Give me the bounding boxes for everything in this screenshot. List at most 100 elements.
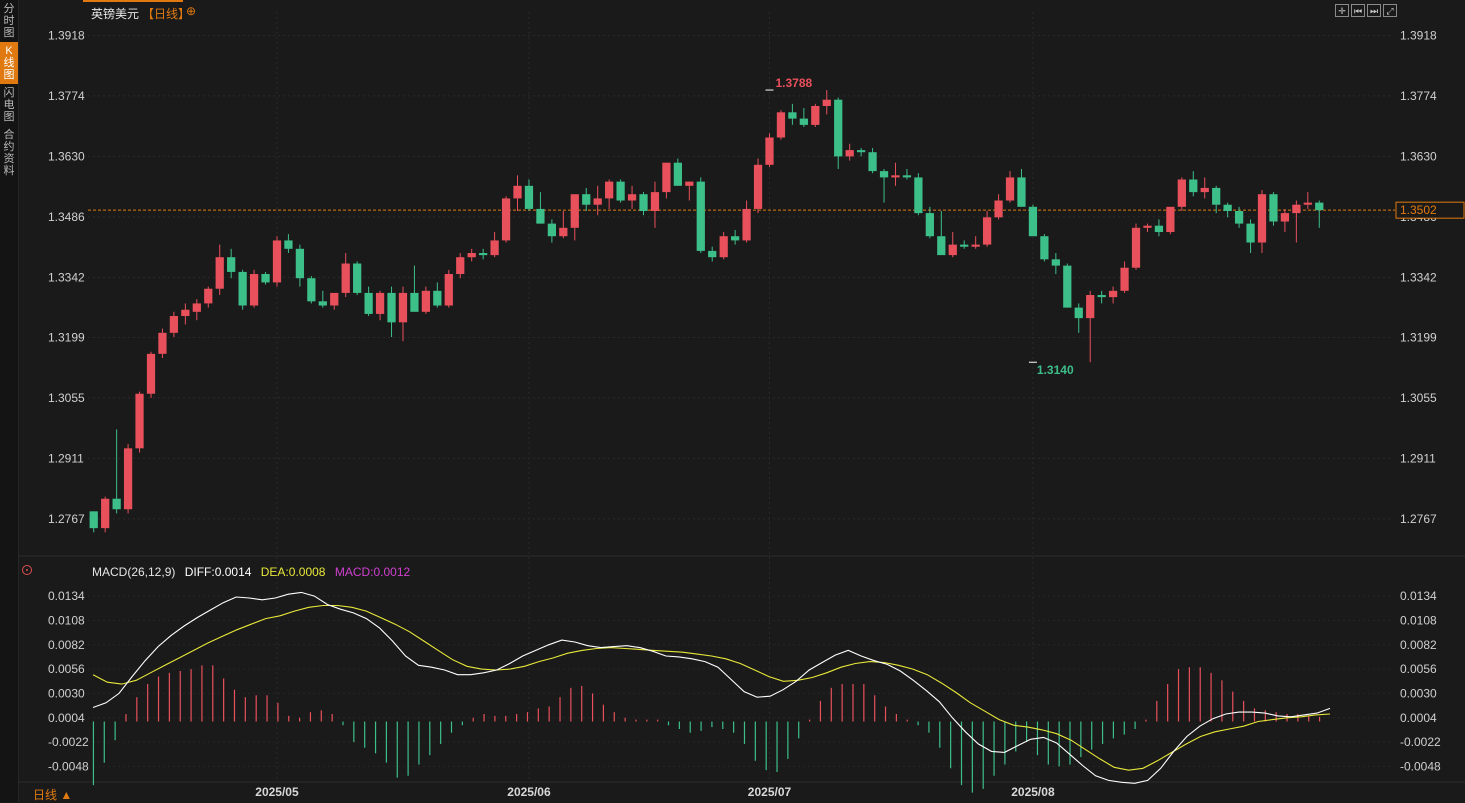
candle-body (467, 253, 476, 258)
candle-body (1200, 187, 1209, 193)
candle-body (960, 244, 969, 247)
candle-body (868, 152, 877, 172)
candle-body (444, 274, 453, 306)
candle-body (1303, 202, 1312, 205)
crosshair-icon[interactable]: ✛ (1335, 4, 1349, 17)
candle-body (284, 240, 293, 249)
macd-title: MACD(26,12,9) (92, 565, 176, 579)
candle-body (421, 290, 431, 312)
active-tab-accent (83, 0, 183, 2)
candle-body (1028, 206, 1038, 237)
price-axis-left-label: 1.3630 (48, 149, 85, 163)
macd-axis-right-label: 0.0056 (1400, 662, 1437, 676)
indicator-settings-icon[interactable] (22, 565, 32, 575)
candle-body (937, 236, 946, 256)
price-axis-right-label: 1.3630 (1400, 149, 1437, 163)
macd-axis-left-label: 0.0056 (48, 662, 85, 676)
candle-body (948, 244, 957, 256)
price-axis-left-label: 1.3055 (48, 391, 85, 405)
candle-body (181, 309, 190, 317)
candle-body (433, 290, 442, 306)
candle-body (1189, 179, 1198, 193)
macd-axis-right-label: 0.0108 (1400, 613, 1437, 627)
candle-body (1074, 307, 1083, 319)
price-axis-left-label: 1.3199 (48, 330, 85, 344)
first-page-icon[interactable]: ⏮ (1351, 4, 1365, 17)
candle-body (295, 248, 305, 279)
time-axis-label: 2025/07 (748, 785, 792, 799)
candle-body (1131, 227, 1141, 268)
candle-body (398, 292, 408, 323)
low-marker-label: 1.3140 (1037, 363, 1074, 377)
macd-value: MACD:0.0012 (334, 565, 411, 579)
candle-body (135, 393, 144, 449)
macd-axis-right-label: 0.0082 (1400, 638, 1437, 652)
macd-axis-left-label: 0.0004 (48, 711, 85, 725)
candle-body (261, 274, 270, 283)
candle-body (742, 208, 751, 241)
candle-body (1154, 225, 1164, 233)
candle-body (1108, 290, 1118, 298)
candle-body (879, 171, 889, 178)
last-price-label: 1.3502 (1400, 203, 1437, 217)
candle-body (456, 257, 465, 275)
candle-body (387, 292, 396, 323)
tab-lightning[interactable]: 闪电图 (3, 87, 15, 123)
macd-legend: MACD(26,12,9) DIFF:0.0014 DEA:0.0008 MAC… (92, 565, 416, 579)
circled-plus-icon[interactable]: ⊕ (186, 4, 197, 18)
chart-toolbar: ✛ ⏮ ⏭ ⤢ (1335, 4, 1397, 17)
tab-kline[interactable]: K线图 (0, 42, 18, 84)
price-axis-left-label: 1.2911 (48, 451, 84, 465)
macd-axis-left-label: -0.0022 (48, 735, 89, 749)
price-axis-left-label: 1.3486 (48, 210, 85, 224)
candle-body (123, 448, 133, 510)
candle-body (501, 198, 511, 241)
candle-body (364, 292, 373, 314)
candle-body (593, 198, 602, 205)
time-axis-label: 2025/08 (1011, 785, 1055, 799)
candle-body (249, 274, 259, 306)
macd-axis-right-label: -0.0022 (1400, 735, 1441, 749)
candle-body (1051, 259, 1060, 266)
time-axis-label: 2025/06 (507, 785, 551, 799)
candle-body (547, 223, 556, 237)
candle-body (1223, 204, 1232, 212)
candle-body (341, 263, 350, 293)
candle-body (307, 278, 316, 302)
tab-contract-info[interactable]: 合约资料 (3, 129, 15, 177)
macd-axis-left-label: 0.0108 (48, 613, 85, 627)
price-axis-right-label: 1.3918 (1400, 28, 1437, 42)
candle-body (330, 292, 339, 306)
price-axis-left-label: 1.3774 (48, 89, 85, 103)
macd-axis-left-label: -0.0048 (48, 759, 89, 773)
candle-body (227, 257, 236, 272)
candle-body (1292, 204, 1301, 214)
diff-line (92, 591, 1331, 784)
candle-body (1063, 265, 1072, 308)
candle-body (479, 253, 488, 256)
candle-body (696, 181, 705, 251)
period-switch[interactable]: 日线 ▲ (33, 788, 73, 802)
candle-body (375, 292, 385, 314)
candle-body (902, 175, 912, 178)
tab-time-share[interactable]: 分时图 (3, 3, 15, 39)
price-axis-right-label: 1.2767 (1400, 512, 1437, 526)
last-page-icon[interactable]: ⏭ (1367, 4, 1381, 17)
candle-body (1086, 295, 1095, 319)
dea-line (92, 604, 1331, 771)
price-axis-left-label: 1.3918 (48, 28, 85, 42)
price-axis-right-label: 1.3055 (1400, 391, 1437, 405)
high-marker-label: 1.3788 (775, 76, 812, 90)
sidebar: 分时图 K线图 闪电图 合约资料 (0, 0, 19, 802)
candle-body (215, 257, 224, 289)
candle-body (1097, 295, 1106, 298)
candle-body (822, 99, 831, 107)
macd-axis-left-label: 0.0134 (48, 589, 85, 603)
candle-body (662, 162, 671, 193)
macd-axis-left-label: 0.0082 (48, 638, 85, 652)
candle-body (146, 353, 156, 394)
candle-body (192, 303, 201, 312)
expand-icon[interactable]: ⤢ (1383, 4, 1397, 17)
candle-body (1280, 213, 1290, 222)
